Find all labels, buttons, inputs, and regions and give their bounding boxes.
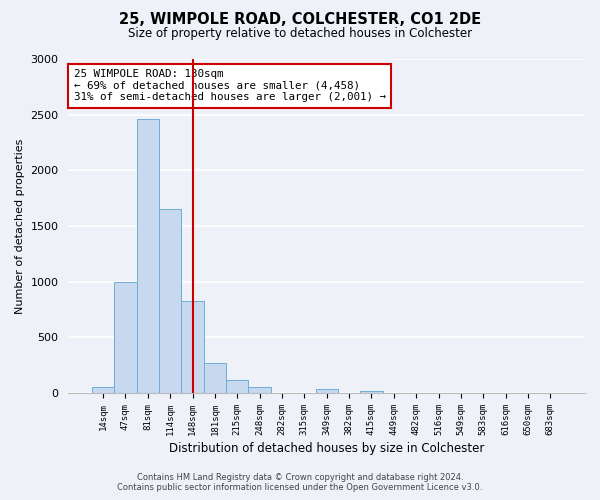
Bar [248,387,271,393]
Bar [159,210,181,393]
Text: Size of property relative to detached houses in Colchester: Size of property relative to detached ho… [128,28,472,40]
Bar [360,391,383,393]
Text: Contains HM Land Registry data © Crown copyright and database right 2024.
Contai: Contains HM Land Registry data © Crown c… [118,473,482,492]
Bar [181,300,204,393]
Bar [204,363,226,393]
Text: 25 WIMPOLE ROAD: 130sqm
← 69% of detached houses are smaller (4,458)
31% of semi: 25 WIMPOLE ROAD: 130sqm ← 69% of detache… [74,69,386,102]
Bar [137,119,159,393]
X-axis label: Distribution of detached houses by size in Colchester: Distribution of detached houses by size … [169,442,484,455]
Y-axis label: Number of detached properties: Number of detached properties [15,138,25,314]
Text: 25, WIMPOLE ROAD, COLCHESTER, CO1 2DE: 25, WIMPOLE ROAD, COLCHESTER, CO1 2DE [119,12,481,28]
Bar [316,388,338,393]
Bar [114,282,137,393]
Bar [226,380,248,393]
Bar [92,387,114,393]
